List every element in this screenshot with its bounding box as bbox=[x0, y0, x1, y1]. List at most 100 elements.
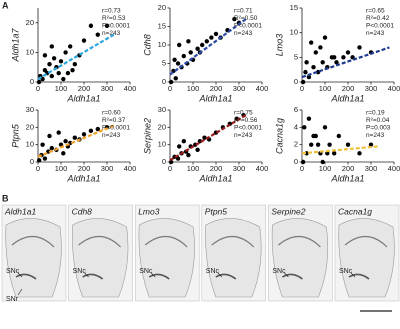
y-axis-label: Cacna1g bbox=[274, 118, 284, 154]
data-point bbox=[177, 42, 182, 48]
x-tick-label: 100 bbox=[319, 164, 332, 173]
x-axis-label: Aldh1a1 bbox=[330, 173, 364, 183]
stat-label: n=243 bbox=[366, 30, 385, 37]
x-tick-label: 200 bbox=[210, 84, 223, 93]
y-axis-label: Lmo3 bbox=[274, 34, 284, 57]
data-point bbox=[81, 38, 87, 43]
x-tick-label: 200 bbox=[78, 164, 91, 173]
data-point bbox=[309, 142, 314, 147]
annotation-arrow bbox=[350, 272, 356, 278]
y-tick-label: 10 bbox=[158, 140, 166, 149]
data-point bbox=[209, 35, 214, 40]
data-point bbox=[88, 23, 94, 28]
data-point bbox=[81, 132, 87, 137]
structure bbox=[344, 235, 388, 248]
y-tick-label: 6 bbox=[294, 105, 298, 114]
data-point bbox=[36, 79, 42, 85]
data-point bbox=[320, 60, 325, 65]
y-tick-label: 0 bbox=[294, 77, 298, 86]
data-point bbox=[300, 79, 306, 85]
structure bbox=[281, 273, 303, 280]
y-tick-label: 15 bbox=[158, 21, 166, 30]
stat-label: P=0.003 bbox=[366, 125, 391, 132]
annotation: SNc bbox=[206, 268, 220, 275]
data-point bbox=[58, 59, 64, 64]
data-point bbox=[172, 57, 177, 62]
stat-label: n=243 bbox=[234, 132, 253, 139]
structure bbox=[11, 235, 55, 248]
data-point bbox=[327, 142, 332, 147]
data-point bbox=[357, 151, 362, 156]
tissue bbox=[271, 218, 329, 298]
image-title: Aldh1a1 bbox=[4, 206, 36, 216]
data-point bbox=[177, 144, 182, 149]
x-tick-label: 0 bbox=[36, 164, 40, 173]
fit-line bbox=[169, 114, 247, 162]
data-point bbox=[195, 46, 200, 51]
y-tick-label: 0 bbox=[294, 157, 298, 166]
x-tick-label: 200 bbox=[78, 84, 91, 93]
x-tick-label: 300 bbox=[101, 84, 114, 93]
data-point bbox=[357, 45, 362, 50]
data-point bbox=[56, 130, 61, 135]
data-point bbox=[300, 159, 306, 165]
x-tick-label: 200 bbox=[342, 84, 355, 93]
annotation: SNc bbox=[272, 268, 286, 275]
x-tick-label: 0 bbox=[300, 164, 304, 173]
data-point bbox=[168, 159, 174, 165]
data-point bbox=[181, 139, 186, 144]
annotation: SNr bbox=[6, 296, 19, 303]
x-tick-label: 300 bbox=[365, 84, 378, 93]
y-axis-label: Serpine2 bbox=[142, 118, 152, 154]
data-point bbox=[49, 44, 54, 49]
y-tick-label: 20 bbox=[158, 3, 166, 12]
stat-label: R²=0.42 bbox=[366, 15, 390, 22]
x-tick-label: 400 bbox=[256, 84, 269, 93]
data-point bbox=[345, 50, 351, 55]
data-point bbox=[332, 55, 337, 60]
annotation-arrow bbox=[84, 272, 89, 278]
x-tick-label: 300 bbox=[233, 84, 246, 93]
x-axis-label: Aldh1a1 bbox=[66, 173, 100, 183]
data-point bbox=[68, 44, 73, 49]
stat-label: r=0.65 bbox=[366, 8, 385, 15]
data-point bbox=[202, 135, 207, 140]
structure bbox=[348, 273, 370, 280]
annotation-arrow bbox=[284, 272, 289, 278]
x-tick-label: 100 bbox=[187, 164, 200, 173]
y-tick-label: 15 bbox=[290, 3, 298, 12]
x-axis-label: Aldh1a1 bbox=[330, 93, 364, 103]
y-tick-label: 10 bbox=[290, 28, 298, 37]
data-point bbox=[175, 156, 181, 161]
data-point bbox=[49, 145, 54, 151]
data-point bbox=[309, 40, 314, 45]
brain-section bbox=[201, 204, 267, 302]
structure bbox=[278, 235, 321, 248]
structure bbox=[78, 235, 122, 248]
data-point bbox=[313, 50, 318, 55]
data-point bbox=[318, 45, 323, 50]
y-tick-label: 10 bbox=[158, 40, 166, 49]
structure bbox=[148, 273, 170, 280]
data-point bbox=[56, 70, 61, 76]
data-point bbox=[306, 116, 312, 121]
data-point bbox=[315, 142, 321, 147]
x-tick-label: 400 bbox=[256, 164, 269, 173]
x-axis-label: Aldh1a1 bbox=[198, 93, 232, 103]
brain-section bbox=[334, 204, 400, 302]
tissue bbox=[338, 218, 395, 298]
data-point bbox=[47, 133, 52, 139]
data-point bbox=[332, 151, 337, 156]
stat-label: R²=0.50 bbox=[234, 15, 258, 22]
y-tick-label: 0 bbox=[162, 157, 166, 166]
stat-label: n=243 bbox=[102, 30, 121, 37]
stat-label: n=243 bbox=[102, 132, 121, 139]
y-tick-label: 10 bbox=[26, 47, 34, 56]
fit-line bbox=[301, 46, 390, 79]
stat-label: r=0.71 bbox=[234, 8, 253, 15]
annotation: SNc bbox=[73, 268, 87, 275]
data-point bbox=[65, 70, 71, 76]
y-tick-label: 20 bbox=[26, 18, 34, 27]
stat-label: P<0.0001 bbox=[102, 23, 130, 30]
